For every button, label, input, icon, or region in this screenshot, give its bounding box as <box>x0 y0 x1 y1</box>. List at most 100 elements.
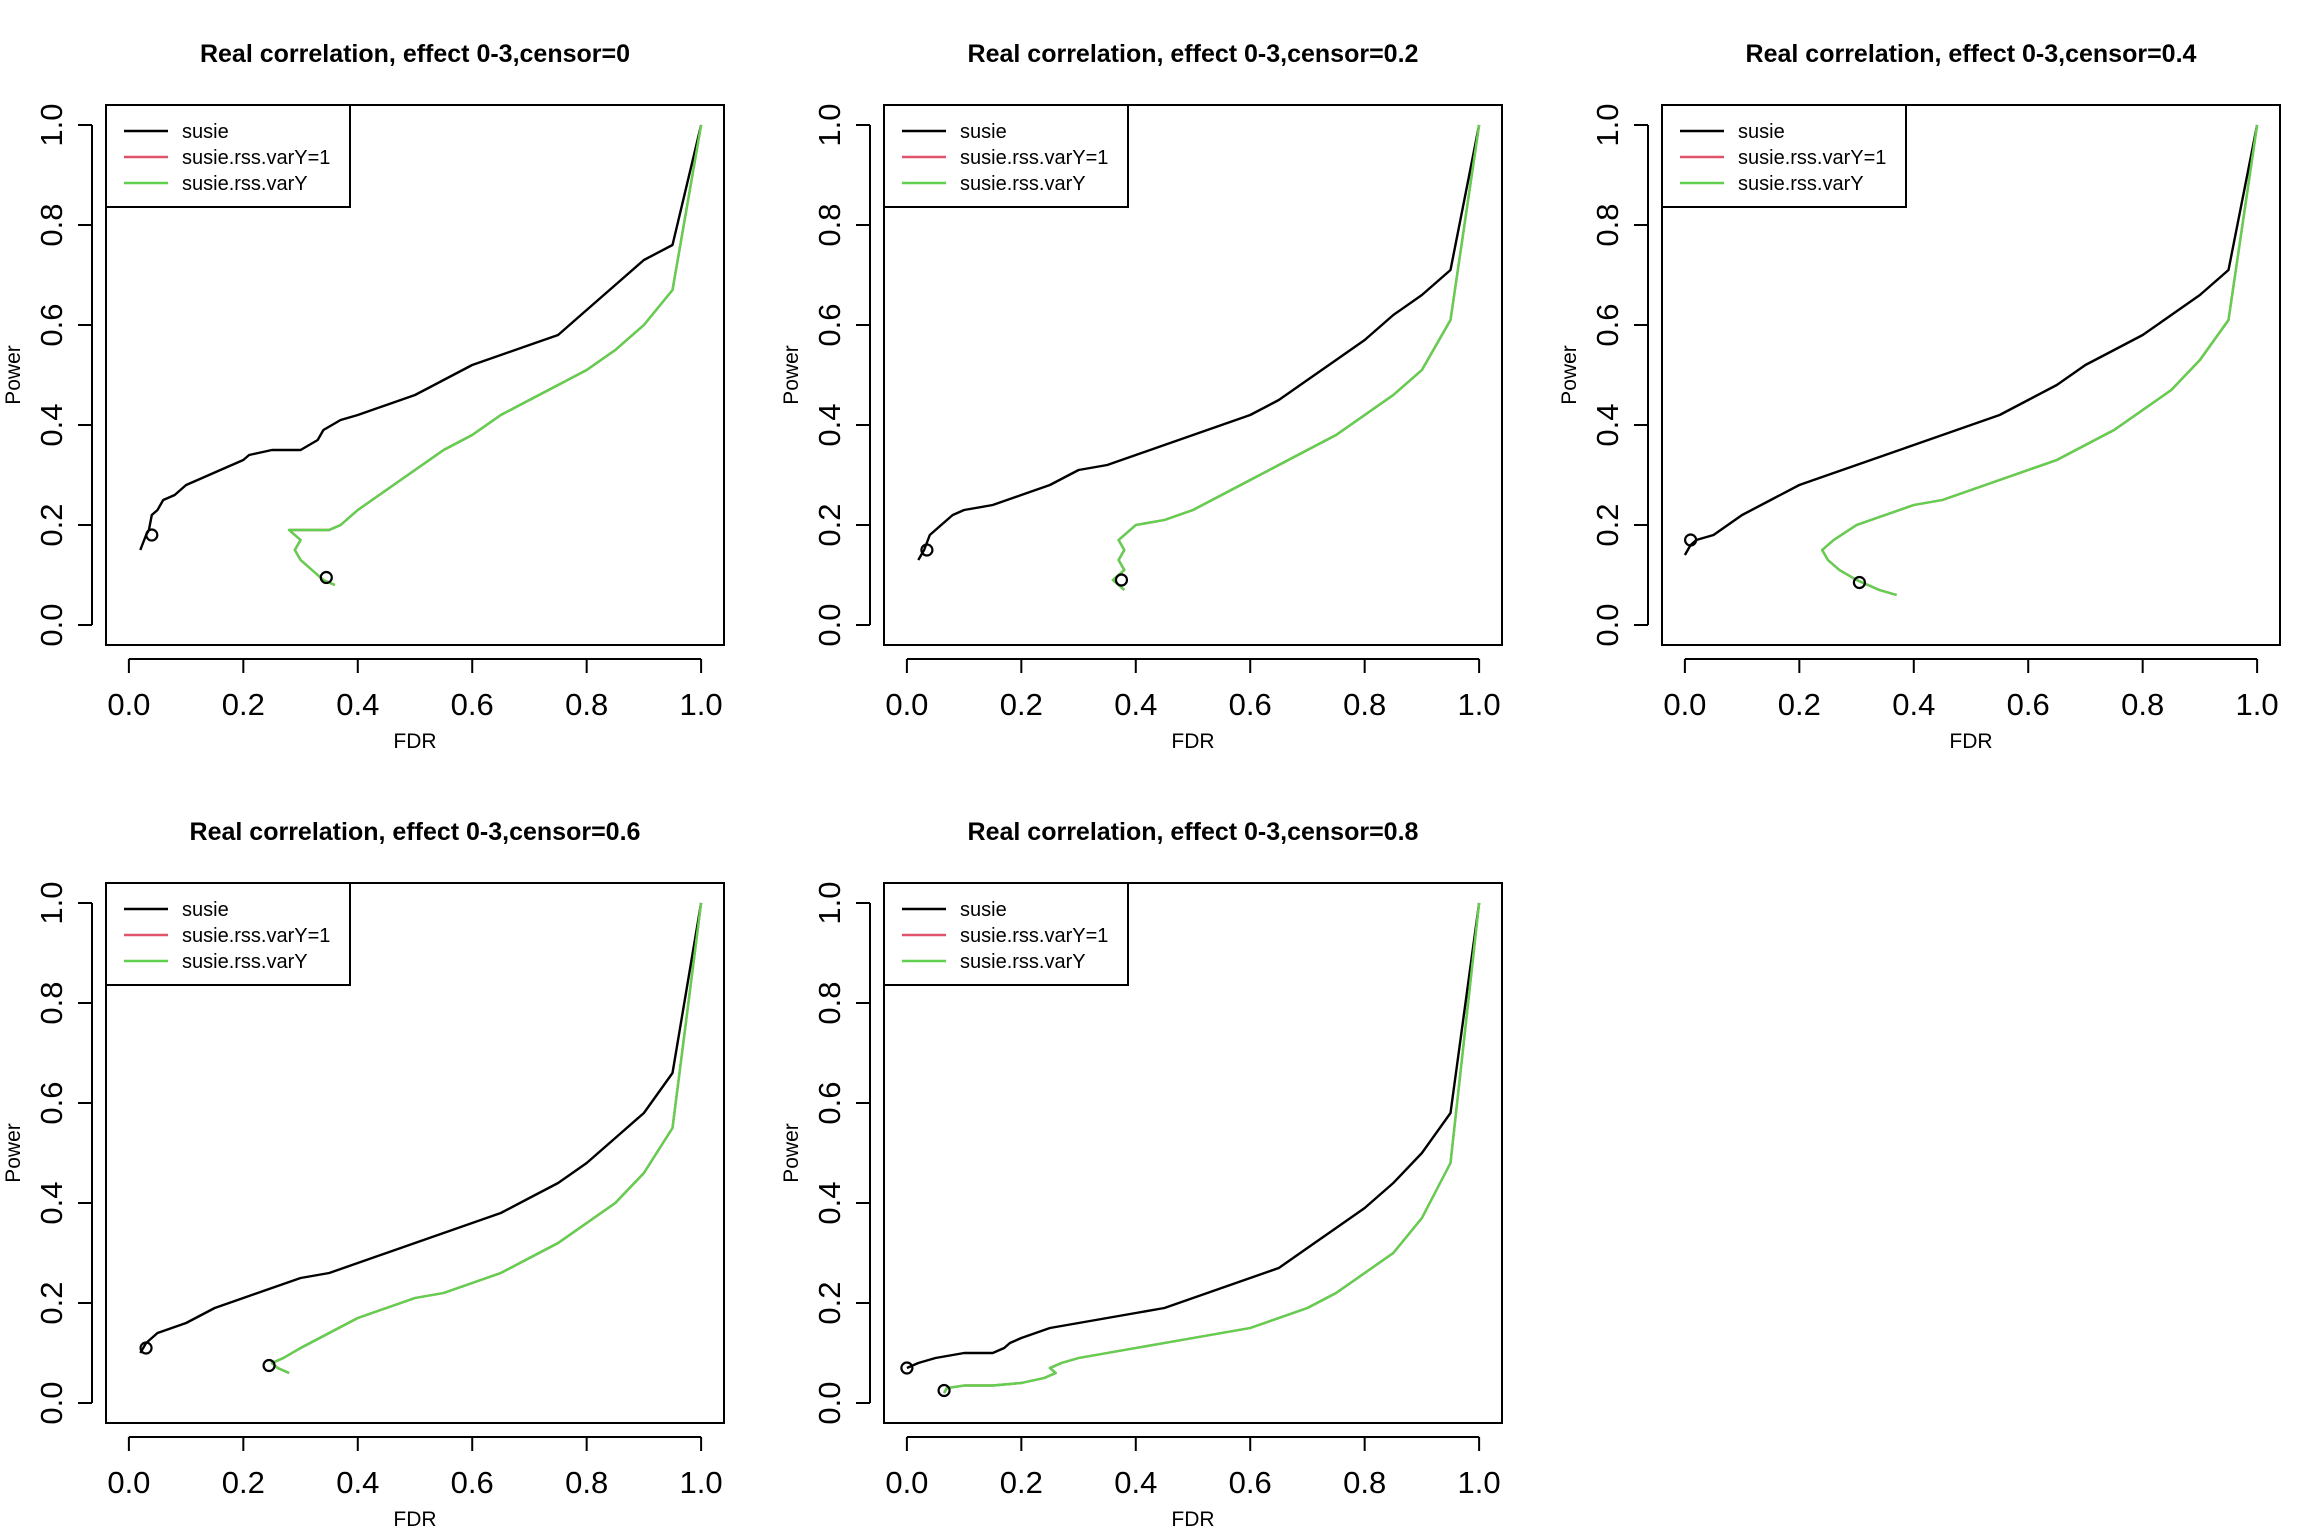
point-marker <box>920 543 934 557</box>
x-tick-label: 0.6 <box>451 687 494 722</box>
x-axis-label: FDR <box>393 730 436 753</box>
x-tick-label: 0.4 <box>336 1465 379 1500</box>
legend-label: susie <box>1738 121 1785 143</box>
legend-label: susie.rss.varY <box>960 951 1086 973</box>
series-line <box>943 902 1481 1394</box>
legend: susie susie.rss.varY=1 susie.rss.varY <box>883 882 1129 986</box>
chart-title: Real correlation, effect 0-3,censor=0.4 <box>1746 40 2197 68</box>
legend-label: susie.rss.varY <box>960 173 1086 195</box>
x-tick-label: 1.0 <box>1458 1465 1501 1500</box>
legend-label: susie.rss.varY=1 <box>182 925 330 947</box>
x-tick-label: 1.0 <box>1458 687 1501 722</box>
point-marker <box>900 1361 914 1375</box>
x-tick-label: 0.0 <box>885 687 928 722</box>
y-tick-label: 1.0 <box>812 881 847 924</box>
series-line <box>1683 124 2259 556</box>
x-tick-label: 0.8 <box>565 687 608 722</box>
x-tick-label: 1.0 <box>680 687 723 722</box>
point-marker <box>139 1341 153 1355</box>
y-tick-label: 0.2 <box>34 1281 69 1324</box>
y-tick-label: 0.4 <box>812 403 847 446</box>
legend: susie susie.rss.varY=1 susie.rss.varY <box>883 104 1129 208</box>
x-tick-label: 0.0 <box>885 1465 928 1500</box>
y-tick-label: 1.0 <box>34 881 69 924</box>
x-tick-label: 0.4 <box>1892 687 1935 722</box>
y-axis-label: Power <box>780 1123 803 1183</box>
x-tick-label: 0.8 <box>1343 1465 1386 1500</box>
series-line <box>1820 124 2259 597</box>
legend-label: susie <box>182 899 229 921</box>
legend-label: susie <box>960 121 1007 143</box>
y-tick-label: 0.0 <box>1590 603 1625 646</box>
x-tick-label: 0.4 <box>1114 687 1157 722</box>
y-tick-label: 0.4 <box>1590 403 1625 446</box>
x-tick-label: 0.2 <box>1000 1465 1043 1500</box>
legend-label: susie.rss.varY <box>182 173 308 195</box>
x-tick-label: 0.6 <box>1229 1465 1272 1500</box>
series-line <box>1111 124 1481 591</box>
x-tick-label: 0.2 <box>222 687 265 722</box>
y-tick-label: 0.2 <box>1590 503 1625 546</box>
chart-panel: Real correlation, effect 0-3,censor=0.4 0… <box>1558 40 2281 753</box>
legend: susie susie.rss.varY=1 susie.rss.varY <box>1661 104 1907 208</box>
x-tick-label: 0.8 <box>2121 687 2164 722</box>
plot-frame <box>883 104 1503 646</box>
y-tick-label: 0.8 <box>34 203 69 246</box>
series-line <box>270 902 703 1375</box>
x-axis-label: FDR <box>1171 1508 1214 1531</box>
y-tick-label: 1.0 <box>812 103 847 146</box>
x-tick-label: 0.4 <box>1114 1465 1157 1500</box>
y-tick-label: 0.4 <box>34 403 69 446</box>
point-marker <box>262 1358 276 1373</box>
x-tick-label: 0.2 <box>1778 687 1821 722</box>
chart-panel: Real correlation, effect 0-3,censor=0.2 0… <box>780 40 1503 753</box>
point-marker <box>1684 533 1698 547</box>
point-marker <box>1852 575 1867 590</box>
x-tick-label: 0.0 <box>1663 687 1706 722</box>
x-axis-label: FDR <box>393 1508 436 1531</box>
chart-panel: Real correlation, effect 0-3,censor=0.6 0… <box>2 818 725 1531</box>
point-marker <box>145 528 159 542</box>
legend-label: susie.rss.varY=1 <box>960 925 1108 947</box>
x-tick-label: 1.0 <box>680 1465 723 1500</box>
legend: susie susie.rss.varY=1 susie.rss.varY <box>105 882 351 986</box>
y-axis-label: Power <box>2 345 25 405</box>
y-axis-label: Power <box>780 345 803 405</box>
legend: susie susie.rss.varY=1 susie.rss.varY <box>105 104 351 208</box>
chart-panel: Real correlation, effect 0-3,censor=0 0.0… <box>2 40 725 753</box>
legend-label: susie.rss.varY=1 <box>1738 147 1886 169</box>
legend-box <box>883 882 1129 986</box>
x-tick-label: 0.0 <box>107 1465 150 1500</box>
y-axis-label: Power <box>1558 345 1581 405</box>
x-axis-label: FDR <box>1171 730 1214 753</box>
y-tick-label: 0.6 <box>812 303 847 346</box>
y-tick-label: 0.2 <box>812 1281 847 1324</box>
series-line <box>139 124 703 551</box>
x-tick-label: 0.0 <box>107 687 150 722</box>
y-tick-label: 0.6 <box>34 1081 69 1124</box>
series-line <box>1111 124 1481 591</box>
point-marker <box>1114 573 1129 587</box>
x-tick-label: 0.6 <box>1229 687 1272 722</box>
y-tick-label: 0.0 <box>34 603 69 646</box>
x-axis-label: FDR <box>1949 730 1992 753</box>
plot-frame <box>1661 104 2281 646</box>
y-tick-label: 0.8 <box>1590 203 1625 246</box>
y-tick-label: 0.4 <box>34 1181 69 1224</box>
chart-title: Real correlation, effect 0-3,censor=0 <box>200 40 630 68</box>
y-tick-label: 0.8 <box>812 981 847 1024</box>
legend-label: susie <box>960 899 1007 921</box>
y-tick-label: 1.0 <box>1590 103 1625 146</box>
legend-label: susie.rss.varY=1 <box>182 147 330 169</box>
y-tick-label: 0.4 <box>812 1181 847 1224</box>
x-tick-label: 0.4 <box>336 687 379 722</box>
y-tick-label: 0.6 <box>812 1081 847 1124</box>
legend-label: susie.rss.varY=1 <box>960 147 1108 169</box>
y-tick-label: 0.8 <box>812 203 847 246</box>
y-axis-label: Power <box>2 1123 25 1183</box>
x-tick-label: 1.0 <box>2236 687 2279 722</box>
y-tick-label: 0.8 <box>34 981 69 1024</box>
chart-title: Real correlation, effect 0-3,censor=0.2 <box>968 40 1419 68</box>
legend-label: susie.rss.varY <box>182 951 308 973</box>
